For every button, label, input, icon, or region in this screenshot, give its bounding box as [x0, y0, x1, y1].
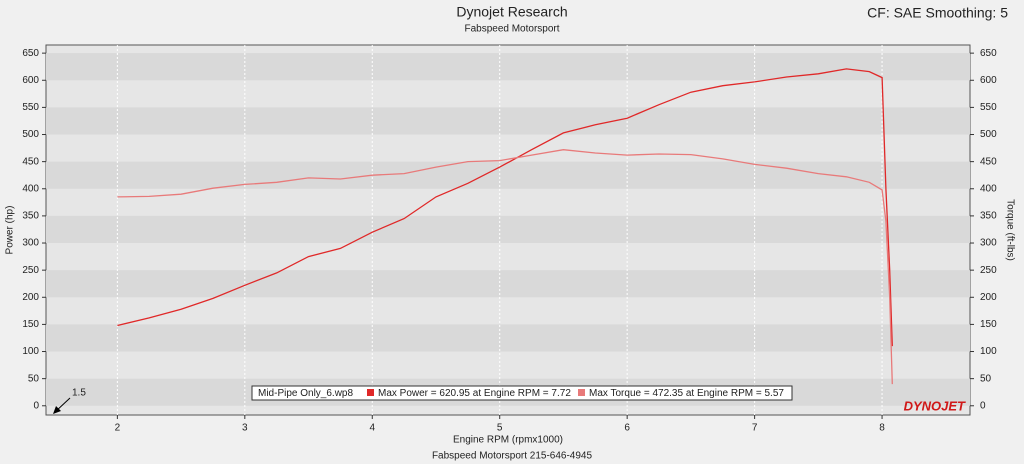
logo: DYNOJET: [904, 398, 966, 413]
footer: Fabspeed Motorsport 215-646-4945: [432, 451, 593, 462]
grid-band: [46, 107, 970, 135]
y-tick-label: 500: [22, 129, 39, 140]
grid-band: [46, 270, 970, 298]
chart-subtitle: Fabspeed Motorsport: [464, 24, 559, 35]
y-tick-label: 200: [22, 292, 39, 303]
y2-tick-label: 50: [980, 373, 992, 384]
corner-note: CF: SAE Smoothing: 5: [867, 5, 1008, 21]
x-tick-label: 4: [369, 423, 375, 434]
y-tick-label: 350: [22, 211, 39, 222]
x-tick-label: 6: [624, 423, 630, 434]
y2-tick-label: 100: [980, 346, 997, 357]
y2-tick-label: 350: [980, 211, 997, 222]
x-tick-label: 8: [879, 423, 885, 434]
x-tick-label: 5: [497, 423, 503, 434]
legend: Mid-Pipe Only_6.wp8 Max Power = 620.95 a…: [251, 385, 793, 401]
grid-band: [46, 324, 970, 352]
y-tick-label: 450: [22, 156, 39, 167]
y-tick-label: 400: [22, 183, 39, 194]
y-tick-label: 50: [28, 373, 40, 384]
y2-tick-label: 500: [980, 129, 997, 140]
y-tick-label: 300: [22, 238, 39, 249]
legend-power: Max Power = 620.95 at Engine RPM = 7.72: [378, 388, 571, 399]
x-axis-label: Engine RPM (rpmx1000): [453, 435, 563, 446]
y-tick-label: 600: [22, 75, 39, 86]
y2-tick-label: 550: [980, 102, 997, 113]
grid-band: [46, 215, 970, 244]
y2-tick-label: 200: [980, 292, 997, 303]
y2-tick-label: 0: [980, 400, 986, 411]
y2-tick-label: 650: [980, 48, 997, 59]
legend-swatch: [578, 389, 585, 396]
y2-tick-label: 150: [980, 319, 997, 330]
grid-band: [46, 161, 970, 189]
y-tick-label: 550: [22, 102, 39, 113]
y-axis-label: Power (hp): [5, 206, 16, 255]
y2-tick-label: 400: [980, 183, 997, 194]
y2-tick-label: 450: [980, 156, 997, 167]
y2-axis-label: Torque (ft-lbs): [1004, 199, 1015, 261]
legend-file: Mid-Pipe Only_6.wp8: [258, 388, 353, 399]
plot-area: 0501001502002503003504004505005506006500…: [22, 44, 997, 434]
y2-tick-label: 300: [980, 238, 997, 249]
y-tick-label: 0: [33, 400, 39, 411]
legend-box: [251, 385, 793, 401]
legend-swatch: [367, 389, 374, 396]
grid-band: [46, 53, 970, 81]
y-tick-label: 100: [22, 346, 39, 357]
legend-torque: Max Torque = 472.35 at Engine RPM = 5.57: [589, 388, 784, 399]
series-line: [117, 149, 893, 385]
corner-annotation: 1.5: [72, 388, 86, 399]
y2-tick-label: 250: [980, 265, 997, 276]
chart-title: Dynojet Research: [456, 4, 567, 20]
y-tick-label: 650: [22, 48, 39, 59]
y2-tick-label: 600: [980, 75, 997, 86]
y-tick-label: 150: [22, 319, 39, 330]
series-line: [117, 68, 893, 347]
x-tick-label: 2: [115, 423, 121, 434]
annotation-arrowhead: [53, 406, 61, 414]
x-tick-label: 7: [752, 423, 758, 434]
y-tick-label: 250: [22, 265, 39, 276]
x-tick-label: 3: [242, 423, 248, 434]
